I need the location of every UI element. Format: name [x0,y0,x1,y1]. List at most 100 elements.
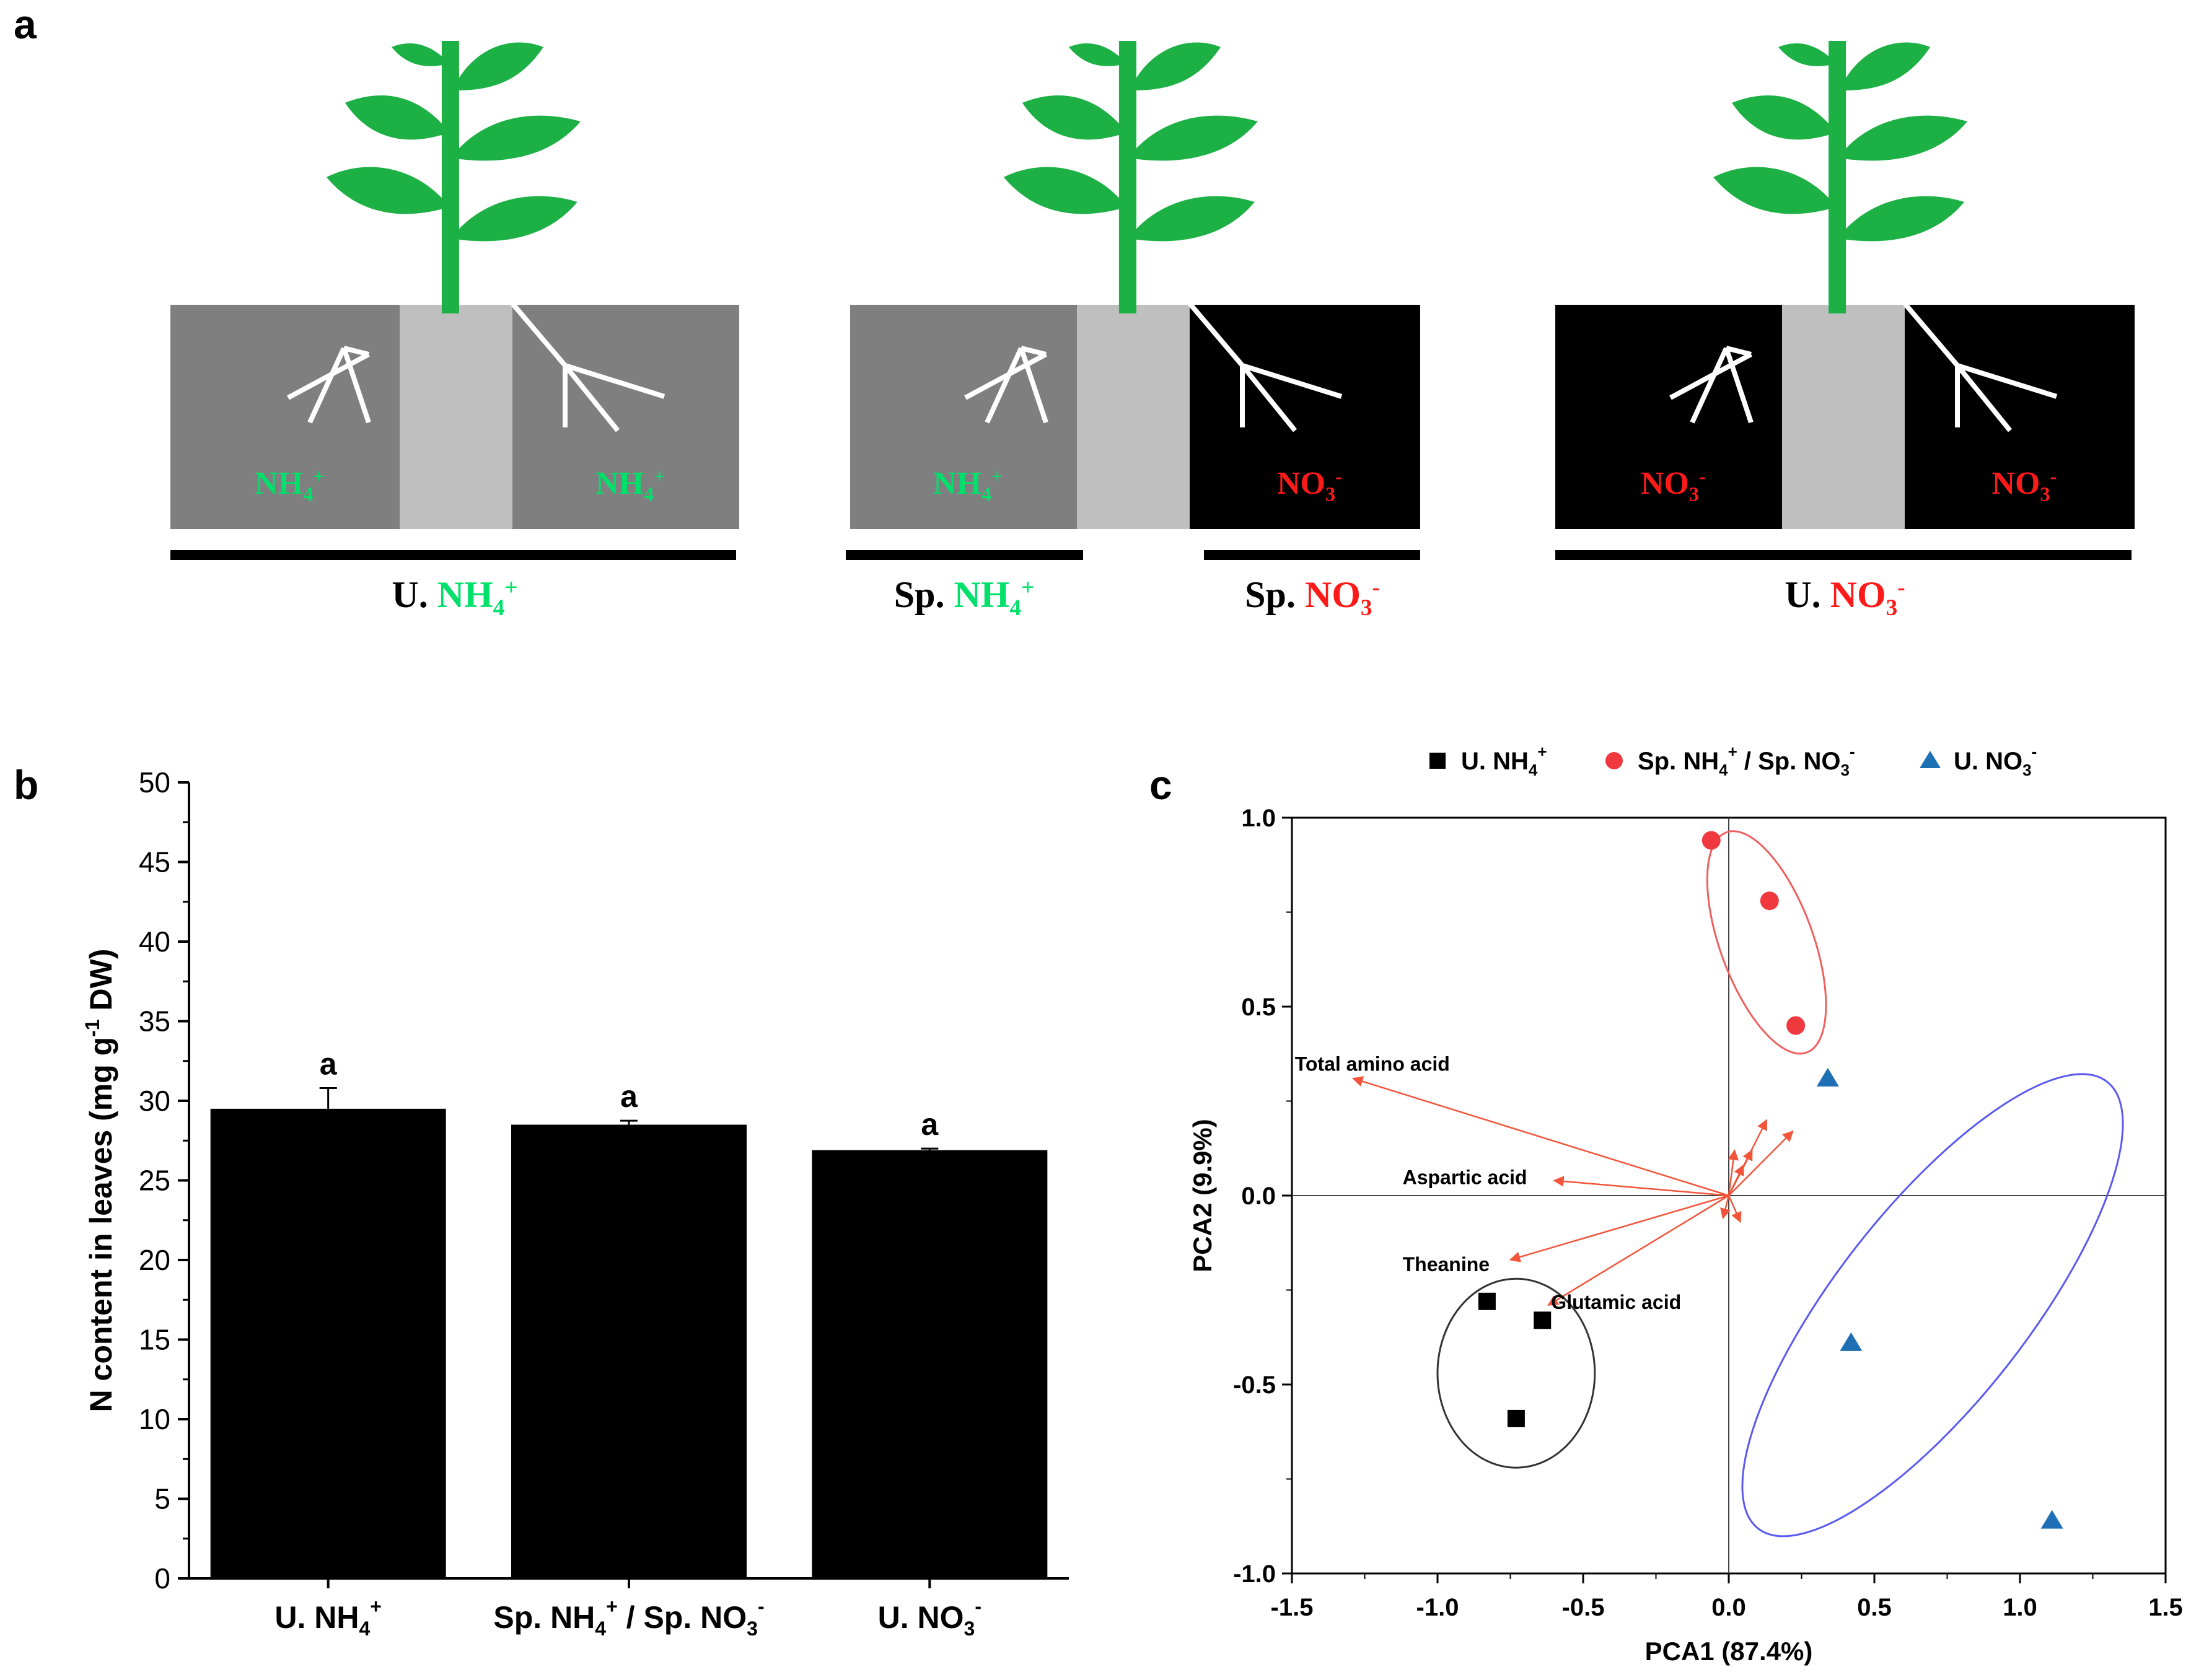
y-tick-label: 0.0 [1241,1183,1276,1210]
treatment-bar-left [846,550,1083,560]
point-square [1507,1409,1525,1427]
panel-c-pca-plot: -1.5 -1.0 -0.5 0.0 0.5 1.0 1.5 -1.0 -0.5 0.0 0.5 1.… [1188,742,2183,1666]
center-divider [400,305,512,529]
point-circle [1760,891,1779,911]
panel-label-b: b [14,762,38,808]
x-tick-label: 1.0 [2003,1594,2037,1621]
y-tick-label: 0 [154,1562,170,1595]
y-tick-label: 45 [139,846,170,878]
right-ion-label: NO3- [1277,465,1342,505]
y-tick-label: 50 [139,766,170,798]
left-ion-label: NO3- [1641,465,1706,505]
y-tick-label: -1.0 [1233,1560,1276,1588]
treatment-bar [170,550,736,560]
left-ion-label: NH4+ [255,465,325,505]
x-tick-label: 0.5 [1857,1594,1892,1621]
y-tick-label: 0.5 [1241,994,1276,1021]
panel-label-c: c [1149,762,1172,808]
left-ion-label: NH4+ [933,465,1003,505]
treatment-bar [1555,550,2132,560]
x-tick-label: -1.0 [1416,1594,1459,1621]
significance-label: a [320,1046,338,1081]
loading-vector [1547,1194,1729,1306]
legend-marker-triangle [1920,751,1941,768]
point-triangle [1840,1332,1863,1351]
right-compartment [1905,305,2135,529]
group-ellipse [1436,1277,1596,1469]
loading-label: Theanine [1403,1253,1490,1275]
x-tick-label: U. NH4+ [274,1595,382,1640]
point-square [1478,1292,1496,1310]
treatment-label: U. NH4+ [392,574,517,621]
left-compartment [1555,305,1782,529]
y-tick-label: -0.5 [1233,1372,1276,1399]
x-tick-label: -0.5 [1562,1594,1605,1621]
y-tick-label: 15 [139,1324,170,1356]
loading-vector [1720,1195,1731,1220]
loading-vector [1728,1195,1742,1223]
right-compartment [1190,305,1420,529]
center-divider [1077,305,1190,529]
y-tick-label: 1.0 [1241,805,1276,832]
treatment-label: U. NO3- [1785,574,1905,621]
loading-vector [1553,1176,1729,1197]
left-compartment [170,305,400,529]
treatment-label-right: Sp. NO3- [1245,574,1380,621]
loading-vector [1352,1076,1729,1197]
group-ellipse [1706,830,1827,1055]
right-ion-label: NO3- [1991,465,2057,505]
x-tick-label: U. NO3- [878,1595,981,1640]
x-tick-label: 0.0 [1711,1594,1746,1621]
legend-marker-circle [1605,752,1623,769]
point-circle [1786,1016,1806,1035]
bar [511,1124,747,1578]
loading-label: Total amino acid [1295,1053,1450,1075]
plant-icon [1003,41,1258,313]
panel-a-schematic: NH4+ NH4+U. NH4+NH4+ NO3-Sp. NH4+ Sp. NO3-N… [170,41,2135,621]
legend: U. NH4+ Sp. NH4+ / Sp. NO3- U. NO3- [1429,742,2037,779]
point-triangle [2040,1510,2063,1529]
legend-label: U. NO3- [1954,742,2037,779]
y-tick-label: 20 [139,1244,170,1276]
significance-label: a [921,1107,939,1142]
y-tick-label: 5 [154,1483,170,1515]
setup-2: NH4+ NO3- Sp. NH4+ Sp. NO3- [846,41,1420,621]
plant-icon [1713,41,1968,313]
y-tick-label: 10 [139,1403,170,1435]
right-ion-label: NH4+ [595,465,665,505]
legend-marker-square [1429,753,1446,769]
setup-1: NH4+ NH4+ U. NH4+ [170,41,739,621]
y-tick-label: 40 [139,925,170,958]
x-tick-label: 1.5 [2148,1594,2183,1621]
point-circle [1701,831,1721,850]
y-axis-label: N content in leaves (mg g-1 DW) [81,949,118,1412]
y-axis-label: PCA2 (9.9%) [1188,1119,1217,1272]
point-square [1534,1311,1552,1329]
legend-label: U. NH4+ [1461,742,1547,779]
loading-label: Aspartic acid [1403,1166,1527,1189]
left-compartment [850,305,1077,529]
loading-vector [1728,1149,1739,1196]
y-tick-label: 35 [139,1005,170,1038]
bar [210,1108,446,1578]
significance-label: a [620,1079,638,1114]
y-tick-label: 30 [139,1085,170,1117]
right-compartment [512,305,739,529]
x-tick-label: Sp. NH4+ / Sp. NO3- [493,1595,764,1640]
treatment-bar-right [1204,550,1420,560]
group-ellipse [1741,1073,2124,1538]
panel-label-a: a [14,1,37,47]
point-triangle [1816,1067,1839,1087]
y-tick-label: 25 [139,1165,170,1197]
loading-label: Glutamic acid [1551,1291,1681,1313]
center-divider [1782,305,1905,529]
plant-icon [326,41,581,313]
loading-vector [1728,1131,1794,1196]
treatment-label-left: Sp. NH4+ [894,574,1035,621]
panel-b-bar-chart: 0 5 10 15 20 25 30 35 40 45 50 N content in leaves … [81,766,1069,1640]
loading-vector [1728,1164,1744,1196]
loading-vector [1509,1194,1729,1262]
legend-label: Sp. NH4+ / Sp. NO3- [1638,742,1855,779]
setup-3: NO3- NO3- U. NO3- [1555,41,2135,621]
